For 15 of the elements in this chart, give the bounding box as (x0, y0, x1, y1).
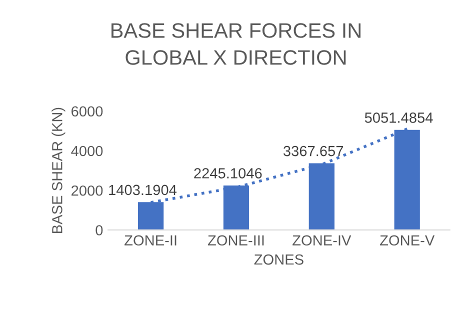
data-label: 3367.657 (283, 146, 344, 156)
x-tick-label: ZONE-II (124, 235, 176, 246)
x-tick-label: ZONE-III (208, 235, 264, 246)
y-tick-label: 4000 (71, 146, 103, 156)
y-tick-label: 6000 (72, 106, 103, 117)
y-tick-label: 2000 (72, 185, 103, 196)
x-tick-label: ZONE-V (380, 235, 435, 246)
chart-title: BASE SHEAR FORCES IN GLOBAL X DIRECTION (112, 23, 360, 65)
x-axis-title: ZONES (254, 254, 304, 265)
x-tick-label: ZONE-IV (292, 235, 352, 246)
y-tick-label: 0 (96, 225, 103, 236)
y-axis-title: BASE SHEAR (KN) (52, 108, 66, 233)
data-label: 1403.1904 (109, 184, 177, 196)
data-label: 2245.1046 (194, 168, 262, 178)
data-label: 5051.4854 (364, 112, 433, 123)
